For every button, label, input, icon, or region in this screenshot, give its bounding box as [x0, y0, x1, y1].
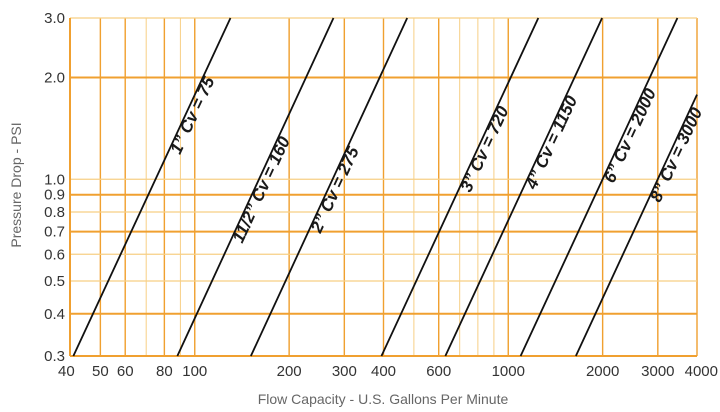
x-tick-label: 4000 [685, 363, 718, 380]
x-tick-label: 1000 [492, 363, 525, 380]
series-line [380, 17, 540, 357]
series-label: 2” Cv = 275 [307, 143, 364, 236]
y-tick-label: 0.7 [44, 224, 65, 241]
x-tick-label: 3000 [641, 363, 674, 380]
series-label: 6” Cv = 2000 [600, 85, 660, 186]
series-line [519, 17, 679, 357]
x-axis-title: Flow Capacity - U.S. Gallons Per Minute [258, 391, 509, 407]
y-tick-label: 0.9 [44, 187, 65, 204]
x-tick-label: 40 [58, 363, 75, 380]
tick-labels: 40 50 60 80 100 200 300 400 600 1000 2000 3000 4000 0… [44, 10, 718, 380]
x-tick-label: 80 [156, 363, 173, 380]
y-axis-title: Pressure Drop - PSI [8, 122, 24, 247]
y-tick-label: 0.4 [44, 306, 65, 323]
series-line [575, 94, 698, 357]
y-tick-label: 3.0 [44, 10, 65, 27]
x-tick-label: 2000 [586, 363, 619, 380]
series-line [72, 17, 232, 357]
series-label: 11/2” Cv = 160 [229, 133, 294, 245]
series-line [176, 17, 335, 357]
y-tick-label: 0.3 [44, 348, 65, 365]
series-lines [72, 17, 698, 357]
series-label: 4” Cv = 1150 [521, 92, 581, 192]
series-line [444, 17, 603, 357]
x-tick-label: 600 [426, 363, 451, 380]
y-tick-label: 1.0 [44, 171, 65, 188]
series-line [250, 17, 409, 357]
x-tick-label: 60 [117, 363, 134, 380]
x-tick-label: 100 [182, 363, 207, 380]
y-tick-label: 0.5 [44, 273, 65, 290]
y-tick-label: 0.6 [44, 246, 65, 263]
series-label: 1” Cv = 75 [166, 73, 218, 156]
x-tick-label: 50 [92, 363, 109, 380]
series-label: 3” Cv = 720 [457, 103, 513, 195]
x-tick-label: 400 [371, 363, 396, 380]
x-tick-label: 200 [277, 363, 302, 380]
y-tick-label: 2.0 [44, 70, 65, 87]
x-tick-label: 300 [332, 363, 357, 380]
y-tick-label: 0.8 [44, 204, 65, 221]
